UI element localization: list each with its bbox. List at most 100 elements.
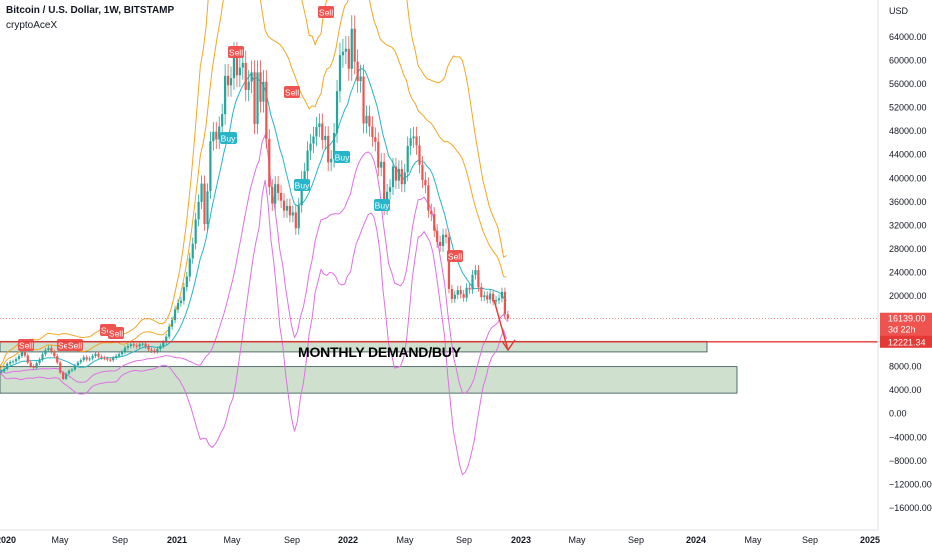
candle[interactable] <box>14 358 18 362</box>
candle[interactable] <box>209 141 212 192</box>
candle[interactable] <box>403 172 406 185</box>
candle[interactable] <box>262 81 265 102</box>
candle[interactable] <box>144 343 147 347</box>
candle[interactable] <box>147 346 150 350</box>
candle[interactable] <box>176 303 180 310</box>
candle[interactable] <box>253 72 256 125</box>
candle[interactable] <box>282 200 286 211</box>
candle[interactable] <box>159 346 162 349</box>
candle[interactable] <box>3 368 6 372</box>
candle[interactable] <box>32 366 35 368</box>
candle[interactable] <box>315 127 318 137</box>
candle[interactable] <box>480 287 483 298</box>
candle[interactable] <box>324 135 327 141</box>
candle[interactable] <box>197 201 200 220</box>
candle[interactable] <box>362 76 365 124</box>
candle[interactable] <box>156 348 159 352</box>
candle[interactable] <box>274 184 277 204</box>
candle[interactable] <box>173 309 177 321</box>
candle[interactable] <box>53 351 56 357</box>
candle[interactable] <box>312 136 315 144</box>
candle[interactable] <box>38 359 41 364</box>
candle[interactable] <box>35 363 38 368</box>
candle[interactable] <box>344 48 347 52</box>
candle[interactable] <box>318 123 321 128</box>
candle[interactable] <box>294 212 297 229</box>
candle[interactable] <box>29 362 32 367</box>
candle[interactable] <box>23 352 26 356</box>
candle[interactable] <box>185 276 188 288</box>
candle[interactable] <box>400 168 403 185</box>
candle[interactable] <box>300 179 303 206</box>
candle[interactable] <box>6 363 9 369</box>
candle[interactable] <box>129 344 132 347</box>
candle[interactable] <box>132 344 135 346</box>
candle[interactable] <box>188 258 191 277</box>
candle[interactable] <box>138 344 141 347</box>
candle[interactable] <box>259 72 262 102</box>
candle[interactable] <box>221 114 224 127</box>
candle[interactable] <box>347 48 350 69</box>
demand-zone[interactable] <box>0 366 738 394</box>
candle[interactable] <box>335 91 339 133</box>
candle[interactable] <box>256 72 259 125</box>
candle[interactable] <box>483 295 486 298</box>
candle[interactable] <box>353 28 356 62</box>
candle[interactable] <box>162 342 165 347</box>
candle[interactable] <box>489 293 492 300</box>
candle[interactable] <box>453 294 456 299</box>
candle[interactable] <box>418 145 421 165</box>
candle[interactable] <box>500 291 504 299</box>
candle[interactable] <box>76 362 79 366</box>
candle[interactable] <box>285 205 289 211</box>
candle[interactable] <box>179 300 183 304</box>
candle[interactable] <box>368 115 371 127</box>
candle[interactable] <box>171 320 174 327</box>
candle[interactable] <box>424 180 427 186</box>
candle[interactable] <box>50 347 53 352</box>
candle[interactable] <box>306 150 309 172</box>
candle[interactable] <box>441 234 445 246</box>
candle[interactable] <box>394 166 398 181</box>
candle[interactable] <box>226 75 230 86</box>
candle[interactable] <box>26 355 29 363</box>
candle[interactable] <box>212 131 215 142</box>
candle[interactable] <box>277 184 280 193</box>
candle[interactable] <box>41 354 44 360</box>
candle[interactable] <box>397 168 400 181</box>
candle[interactable] <box>303 171 306 180</box>
candle[interactable] <box>238 67 241 76</box>
candle[interactable] <box>64 373 68 379</box>
candle[interactable] <box>203 183 206 225</box>
candle[interactable] <box>123 347 127 352</box>
candle[interactable] <box>365 115 368 124</box>
candle[interactable] <box>265 81 268 139</box>
candle[interactable] <box>103 357 106 359</box>
candle[interactable] <box>44 350 47 355</box>
candle[interactable] <box>182 287 185 301</box>
candle[interactable] <box>462 294 465 298</box>
candle[interactable] <box>165 336 168 343</box>
candle[interactable] <box>215 131 218 140</box>
candle[interactable] <box>82 357 85 361</box>
candle[interactable] <box>497 298 501 301</box>
candle[interactable] <box>191 243 194 259</box>
candle[interactable] <box>224 75 227 115</box>
candle[interactable] <box>206 191 209 225</box>
candle[interactable] <box>118 354 121 357</box>
candle[interactable] <box>374 137 377 142</box>
candle[interactable] <box>288 205 292 216</box>
candle[interactable] <box>494 300 498 302</box>
candle[interactable] <box>79 360 82 363</box>
candle[interactable] <box>150 349 153 351</box>
candle[interactable] <box>247 81 250 90</box>
candle[interactable] <box>439 241 442 246</box>
candle[interactable] <box>465 287 468 298</box>
candle[interactable] <box>97 353 100 357</box>
candle[interactable] <box>73 365 77 370</box>
candle[interactable] <box>194 219 197 244</box>
candle[interactable] <box>109 359 112 361</box>
candle[interactable] <box>450 288 453 299</box>
